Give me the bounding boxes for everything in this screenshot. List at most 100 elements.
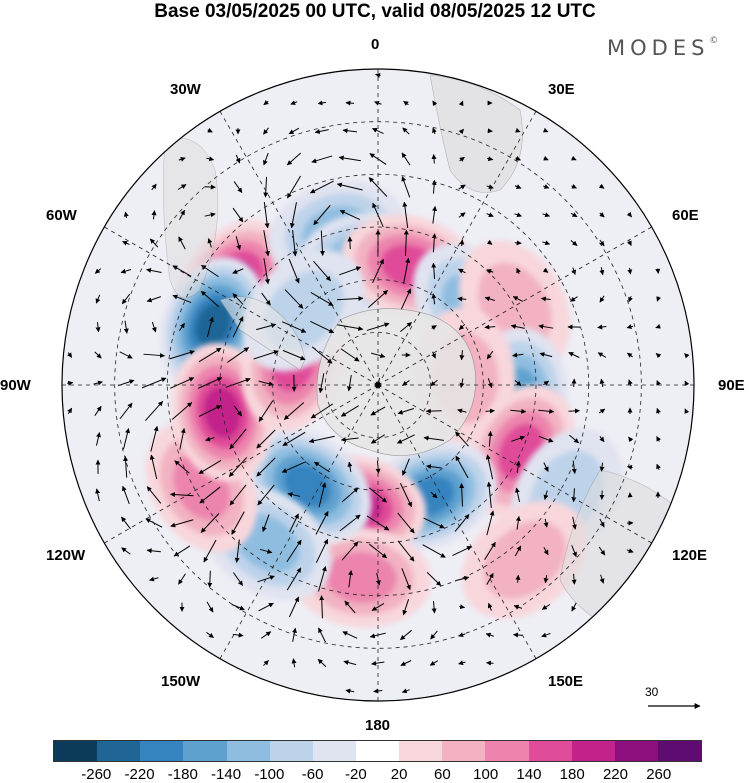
wind-arrow [514, 379, 522, 387]
wind-arrow [400, 322, 412, 332]
wind-arrow [455, 455, 469, 479]
colorbar-swatch [97, 741, 141, 761]
wind-arrow [599, 267, 605, 276]
wind-arrow [179, 322, 185, 331]
wind-arrow [149, 576, 159, 582]
wind-arrow [486, 510, 495, 536]
wind-arrow [402, 599, 410, 616]
wind-arrow [432, 100, 438, 107]
wind-arrow [397, 540, 415, 562]
wind-arrow [286, 567, 302, 591]
wind-arrow [231, 511, 245, 535]
label-lon-30w: 30W [170, 81, 201, 98]
label-lon-150w: 150W [161, 673, 201, 690]
wind-arrow [119, 402, 133, 420]
wind-arrow [93, 380, 103, 386]
wind-arrow [317, 566, 327, 592]
wind-arrow [514, 545, 522, 557]
wind-arrow [151, 321, 157, 333]
wind-arrow [655, 268, 661, 274]
wind-arrow [151, 210, 157, 220]
wind-arrow [290, 100, 298, 105]
wind-arrow [67, 407, 73, 415]
colorbar-swatch [571, 741, 615, 761]
wind-arrow [400, 660, 412, 666]
wind-arrow [318, 482, 327, 508]
latitude-circle [324, 331, 432, 439]
wind-arrow [401, 688, 410, 694]
wind-arrow [485, 408, 495, 414]
wind-arrow [146, 267, 162, 273]
wind-arrow [400, 288, 412, 310]
colorbar [53, 740, 702, 762]
wind-arrow [348, 570, 354, 588]
wind-arrow [684, 380, 690, 387]
graticule [62, 69, 694, 701]
map-title: Base 03/05/2025 00 UTC, valid 08/05/2025… [154, 1, 596, 22]
wind-arrow [310, 320, 335, 334]
wind-arrow [459, 239, 465, 247]
wind-arrow [543, 155, 549, 161]
wind-arrow [368, 177, 388, 197]
wind-arrow [423, 517, 445, 529]
wind-arrow [289, 513, 299, 533]
wind-arrow [484, 541, 496, 560]
colorbar-swatch [269, 741, 313, 761]
wind-arrow [200, 290, 220, 308]
wind-arrow [232, 572, 244, 586]
map-border [61, 68, 695, 702]
wind-arrow [260, 631, 272, 639]
wind-arrow [95, 294, 101, 304]
wind-arrow [291, 658, 297, 668]
wind-arrow [571, 267, 577, 275]
wind-arrow [431, 154, 437, 164]
wind-arrow [457, 296, 467, 302]
wind-arrow [515, 515, 521, 530]
label-lon-90w: 90W [0, 377, 31, 394]
wind-arrow [146, 486, 162, 504]
wind-arrow [626, 548, 634, 553]
wind-arrow [286, 539, 302, 563]
wind-arrow [206, 316, 214, 338]
wind-arrow [401, 568, 411, 591]
wind-arrow [199, 486, 221, 504]
wind-arrow [543, 575, 549, 584]
wind-arrow [542, 184, 550, 189]
label-lon-150e: 150E [548, 673, 584, 690]
wind-arrow [284, 289, 304, 309]
wind-arrow [286, 152, 302, 166]
wind-arrow [340, 348, 360, 362]
wind-arrow [400, 629, 412, 641]
wind-arrow [253, 350, 279, 360]
wind-arrow [233, 181, 243, 193]
wind-arrow [292, 230, 298, 257]
wind-arrow [431, 600, 437, 614]
wind-arrow [235, 154, 241, 164]
colorbar-tick-label: -220 [124, 766, 155, 783]
wind-arrow [570, 212, 578, 218]
wind-arrow [538, 435, 554, 443]
wind-arrow [401, 152, 411, 166]
wind-arrow [119, 351, 133, 359]
colorbar-swatch [442, 741, 486, 761]
wind-arrow [150, 425, 159, 452]
wind-arrow [486, 350, 494, 360]
wind-arrow [487, 378, 493, 389]
wind-arrow [336, 296, 364, 302]
wind-arrow [459, 378, 465, 389]
wind-arrow [263, 230, 270, 257]
label-lon-60e: 60E [672, 207, 699, 224]
wind-arrow [123, 455, 129, 478]
wind-arrow [177, 184, 187, 190]
wind-arrow [513, 604, 523, 610]
wind-arrow [487, 156, 494, 162]
wind-arrow [123, 320, 129, 334]
wind-arrow [315, 511, 329, 535]
wind-arrow [149, 238, 159, 248]
wind-arrow [543, 518, 549, 528]
wind-arrow [259, 548, 273, 554]
wind-arrow [197, 377, 223, 389]
wind-arrow [430, 630, 438, 640]
colorbar-swatch [614, 741, 658, 761]
